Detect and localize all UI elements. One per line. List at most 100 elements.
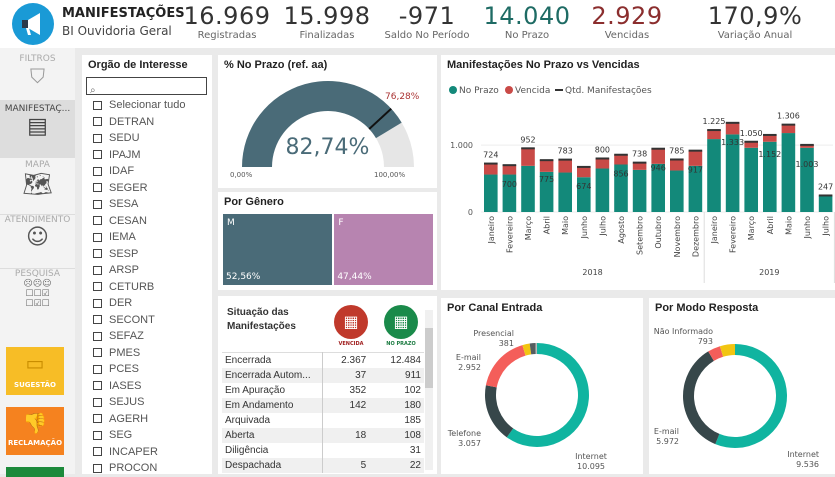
donut-slice[interactable] [485,385,513,437]
bar-vencida[interactable] [689,151,703,166]
bar-vencida[interactable] [670,159,684,170]
bar-no-prazo[interactable] [484,175,498,212]
bar-no-prazo[interactable] [558,173,572,212]
checkbox[interactable] [93,134,102,143]
checkbox[interactable] [93,299,102,308]
checkbox[interactable] [93,348,102,357]
bar-vencida[interactable] [577,167,591,177]
checkbox[interactable] [93,315,102,324]
checkbox[interactable] [93,101,102,110]
filter-option[interactable]: PROCON [93,460,185,477]
checkbox[interactable] [93,183,102,192]
bar-no-prazo[interactable] [707,139,721,212]
bar-no-prazo[interactable] [744,148,758,212]
checkbox[interactable] [93,117,102,126]
sidebar-item-atendimento[interactable]: ATENDIMENTO☺ [0,214,75,268]
filter-option[interactable]: IEMA [93,229,185,246]
sidebar-item-manifestacoes[interactable]: MANIFESTAÇ...▤ [0,100,75,158]
filter-option[interactable]: SESA [93,196,185,213]
checkbox[interactable] [93,447,102,456]
bar-vencida[interactable] [633,163,647,170]
filter-option[interactable]: SEGER [93,180,185,197]
checkbox[interactable] [93,464,102,473]
bar-vencida[interactable] [521,148,535,166]
scrollbar[interactable] [425,310,433,470]
filter-option[interactable]: SEJUS [93,394,185,411]
donut-slice[interactable] [507,343,589,447]
checkbox[interactable] [93,233,102,242]
filter-option[interactable]: DETRAN [93,114,185,131]
filter-option[interactable]: IPAJM [93,147,185,164]
checkbox[interactable] [93,414,102,423]
checkbox[interactable] [93,431,102,440]
checkbox[interactable] [93,266,102,275]
scrollbar-thumb[interactable] [425,328,433,388]
bar-vencida[interactable] [763,135,777,142]
checkbox[interactable] [93,167,102,176]
filter-option[interactable]: SESP [93,246,185,263]
bar-no-prazo[interactable] [782,133,796,212]
filter-option[interactable]: INCAPER [93,444,185,461]
label: MANIFESTAÇ... [0,104,75,114]
filter-option[interactable]: IASES [93,378,185,395]
bar-vencida[interactable] [726,123,740,135]
sidebar-item-filtros[interactable]: FILTROS⛉ [0,54,75,100]
filter-option[interactable]: DER [93,295,185,312]
donut-slice[interactable] [683,351,719,444]
checkbox[interactable] [93,150,102,159]
bar-no-prazo[interactable] [819,196,833,212]
filter-option[interactable]: CESAN [93,213,185,230]
checkbox[interactable] [93,365,102,374]
sidebar-item-mapa[interactable]: MAPA🗺 [0,160,75,214]
bar-vencida[interactable] [484,164,498,175]
donut-slice[interactable] [486,345,526,387]
filter-option[interactable]: CETURB [93,279,185,296]
search-input[interactable]: ⌕ [86,77,207,95]
checkbox[interactable] [93,398,102,407]
filter-option[interactable]: SECONT [93,312,185,329]
sugestao-button[interactable]: ▭SUGESTÃO [6,347,64,395]
elogio-button[interactable] [6,467,64,477]
bar-no-prazo[interactable] [800,148,814,212]
bar-no-prazo[interactable] [521,166,535,212]
filter-option[interactable]: PCES [93,361,185,378]
bar-vencida[interactable] [503,165,517,174]
bar-no-prazo[interactable] [596,169,610,212]
filter-option[interactable]: ARSP [93,262,185,279]
bar-vencida[interactable] [540,160,554,172]
filter-option[interactable]: IDAF [93,163,185,180]
filter-option[interactable]: Selecionar tudo [93,97,185,114]
bar-vencida[interactable] [558,160,572,173]
filter-option[interactable]: SEDU [93,130,185,147]
checkbox[interactable] [93,216,102,225]
checkbox[interactable] [93,381,102,390]
donut-slice[interactable] [715,344,787,448]
filter-option[interactable]: PMES [93,345,185,362]
sidebar-item-pesquisa[interactable]: PESQUISA☹☹☺☐☐☑☐☑☐ [0,268,75,320]
bar-vencida[interactable] [651,149,665,164]
bar-vencida[interactable] [782,125,796,133]
checkbox[interactable] [93,332,102,341]
bar-no-prazo[interactable] [633,170,647,212]
filter-option[interactable]: AGERH [93,411,185,428]
filter-option[interactable]: SEG [93,427,185,444]
bar-vencida[interactable] [596,158,610,168]
checkbox[interactable] [93,249,102,258]
checkbox[interactable] [93,200,102,209]
bar-vencida[interactable] [707,130,721,139]
bar-vencida[interactable] [614,155,628,165]
reclamacao-button[interactable]: 👎RECLAMAÇÃO [6,407,64,455]
bar-no-prazo[interactable] [670,171,684,212]
checkbox[interactable] [93,282,102,291]
filter-option[interactable]: SEFAZ [93,328,185,345]
